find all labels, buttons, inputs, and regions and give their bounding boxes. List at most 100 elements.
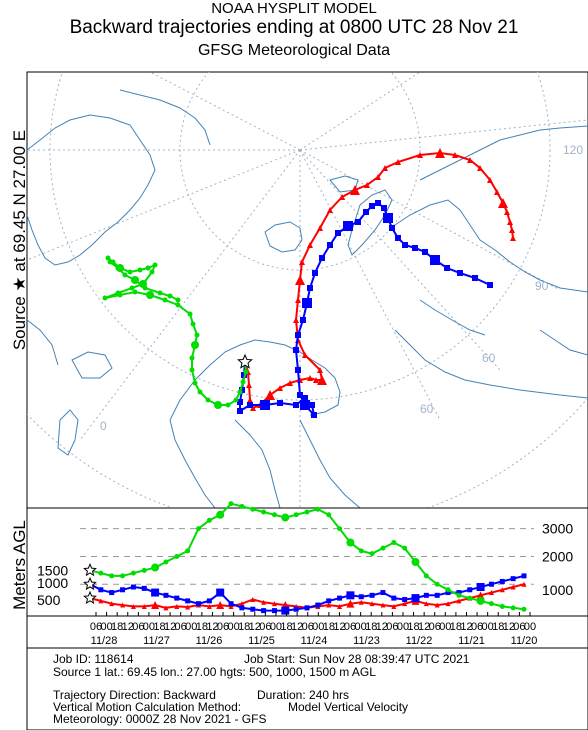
height-marker-blue — [120, 587, 126, 593]
time-date-label: 11/24 — [301, 635, 328, 647]
map-marker-blue — [327, 242, 333, 248]
map-marker-green — [233, 397, 239, 403]
coastlines — [27, 89, 588, 508]
map-marker-red — [504, 209, 510, 215]
time-hour-label: 12 — [460, 621, 472, 633]
height-marker-red — [391, 603, 397, 609]
height-marker-red — [141, 603, 147, 609]
height-marker-red — [423, 601, 429, 607]
map-marker-green — [102, 295, 108, 301]
height-marker-blue — [293, 606, 299, 612]
height-marker-red — [151, 601, 160, 610]
time-hour-label: 12 — [122, 621, 134, 633]
source-info: Source 1 lat.: 69.45 lon.: 27.00 hgts: 5… — [53, 665, 376, 679]
height-marker-red — [337, 603, 343, 609]
map-marker-blue — [293, 402, 299, 408]
height-marker-blue — [434, 592, 440, 598]
height-marker-green — [130, 570, 136, 576]
height-marker-blue — [488, 581, 494, 587]
time-hour-label: 06 — [217, 621, 229, 633]
map-marker-green — [107, 259, 113, 265]
height-marker-green — [216, 510, 225, 519]
height-marker-red — [163, 605, 169, 611]
latitude-label-60a: 60 — [482, 351, 496, 365]
source-star-map — [237, 353, 253, 369]
map-marker-red — [317, 367, 323, 373]
map-marker-green — [225, 402, 231, 408]
time-hour-label: 00 — [270, 621, 282, 633]
height-marker-red — [174, 603, 180, 609]
map-marker-blue — [375, 200, 381, 206]
height-marker-blue — [281, 606, 290, 615]
height-marker-green — [239, 503, 245, 509]
height-marker-blue — [130, 584, 136, 590]
map-marker-red — [299, 259, 305, 265]
time-hour-label: 12 — [503, 621, 515, 633]
time-hour-label: 06 — [175, 621, 187, 633]
duration: Duration: 240 hrs — [257, 688, 350, 702]
height-marker-blue — [163, 592, 169, 598]
map-marker-green — [157, 290, 163, 296]
map-marker-green — [127, 269, 133, 275]
height-marker-green — [281, 513, 290, 522]
height-marker-red — [358, 599, 364, 605]
map-marker-blue — [295, 367, 301, 373]
map-marker-blue — [389, 225, 395, 231]
time-hour-label: 06 — [344, 621, 356, 633]
map-marker-blue — [302, 298, 312, 308]
map-marker-red — [317, 225, 323, 231]
height-marker-red — [346, 599, 355, 608]
time-hour-label: 18 — [323, 621, 335, 633]
map-marker-green — [187, 311, 193, 317]
map-marker-green — [145, 265, 151, 271]
map-marker-green — [175, 297, 181, 303]
map-marker-blue — [343, 221, 353, 231]
map-marker-red — [302, 352, 308, 358]
height-marker-green — [445, 587, 451, 593]
time-date-label: 11/22 — [406, 635, 433, 647]
map-marker-red — [510, 235, 516, 241]
height-marker-green — [120, 573, 126, 579]
height-marker-green — [467, 595, 473, 601]
height-marker-red — [326, 602, 332, 608]
height-start-level-label: 500 — [37, 592, 61, 608]
height-marker-blue — [402, 597, 408, 602]
time-date-label: 11/28 — [91, 635, 118, 647]
height-marker-green — [109, 573, 115, 579]
height-marker-blue — [423, 592, 429, 598]
height-marker-green — [206, 517, 212, 523]
time-hour-label: 00 — [143, 621, 155, 633]
height-marker-green — [271, 512, 277, 518]
time-date-label: 11/21 — [458, 635, 485, 647]
height-marker-green — [228, 501, 234, 507]
map-marker-red — [417, 152, 423, 158]
time-hour-label: 18 — [111, 621, 123, 633]
time-axis-frame — [26, 615, 588, 649]
height-marker-green — [163, 559, 169, 565]
time-hour-label: 00 — [524, 621, 536, 633]
time-hour-label: 00 — [312, 621, 324, 633]
map-marker-blue — [363, 209, 369, 215]
height-marker-blue — [337, 595, 343, 601]
map-marker-green — [152, 262, 158, 268]
height-marker-blue — [228, 601, 234, 607]
time-hour-label: 00 — [185, 621, 197, 633]
map-marker-red — [395, 159, 401, 165]
time-hour-label: 18 — [450, 621, 462, 633]
map-marker-green — [191, 341, 199, 349]
height-marker-red — [120, 602, 126, 608]
map-marker-green — [237, 389, 243, 395]
height-marker-red — [434, 602, 440, 608]
map-marker-blue — [239, 387, 245, 393]
map-marker-green — [105, 255, 111, 261]
map-marker-green — [167, 293, 173, 299]
height-marker-blue — [380, 590, 386, 596]
map-marker-red — [382, 165, 388, 171]
meridian-label-90: 90 — [535, 279, 549, 293]
height-marker-green — [402, 545, 408, 551]
height-marker-blue — [271, 608, 277, 614]
map-marker-blue — [241, 372, 247, 378]
time-date-label: 11/26 — [196, 635, 223, 647]
height-marker-green — [174, 553, 180, 559]
